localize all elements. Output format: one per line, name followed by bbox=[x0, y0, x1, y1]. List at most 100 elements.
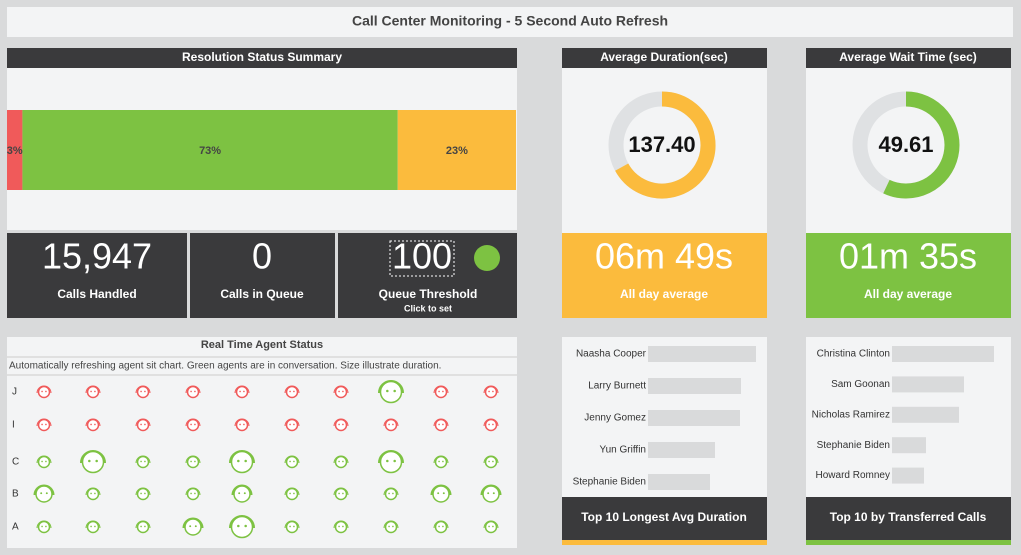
bar bbox=[892, 437, 926, 454]
panel-title: Resolution Status Summary bbox=[182, 50, 342, 64]
agent-name: Jenny Gomez bbox=[584, 413, 646, 424]
agent-headset bbox=[430, 484, 452, 496]
agent-icon bbox=[384, 418, 398, 432]
agent-icon bbox=[136, 385, 150, 399]
agent-headset bbox=[182, 517, 204, 529]
kpi-value[interactable]: 100 bbox=[392, 236, 452, 277]
agent-eye bbox=[244, 459, 247, 463]
agent-name: Naasha Cooper bbox=[576, 349, 647, 360]
status-segment bbox=[7, 110, 23, 190]
agent-eye bbox=[140, 460, 142, 463]
agent-headset bbox=[483, 385, 499, 394]
agent-eye bbox=[492, 525, 494, 528]
agent-eye bbox=[388, 492, 390, 495]
agent-eye bbox=[237, 459, 240, 463]
bar bbox=[648, 442, 715, 458]
agent-eye bbox=[244, 524, 247, 528]
summary-box bbox=[562, 233, 767, 318]
agent-icon bbox=[186, 385, 200, 399]
agent-eye bbox=[140, 390, 142, 393]
agent-headset bbox=[483, 455, 499, 464]
agent-eye bbox=[289, 390, 291, 393]
agent-eye bbox=[293, 423, 295, 426]
kpi-value: 0 bbox=[252, 236, 272, 277]
agent-eye bbox=[289, 525, 291, 528]
agent-eye bbox=[90, 492, 92, 495]
agent-headset bbox=[383, 418, 399, 427]
row-label: J bbox=[12, 387, 17, 398]
agent-eye bbox=[144, 525, 146, 528]
agent-eye bbox=[388, 525, 390, 528]
agent-eye bbox=[190, 460, 192, 463]
accent-strip bbox=[806, 540, 1011, 545]
agent-headset bbox=[333, 385, 349, 394]
agent-headset bbox=[229, 515, 255, 529]
agent-headset bbox=[333, 487, 349, 496]
agent-eye bbox=[95, 459, 98, 463]
bar bbox=[892, 346, 994, 362]
segment-label: 3% bbox=[7, 145, 23, 157]
agent-icon bbox=[136, 520, 150, 534]
agent-eye bbox=[238, 492, 241, 495]
agent-eye bbox=[90, 423, 92, 426]
agent-eye bbox=[438, 525, 440, 528]
kpi-value: 15,947 bbox=[42, 236, 152, 277]
agent-eye bbox=[342, 423, 344, 426]
agent-icon bbox=[434, 385, 448, 399]
agent-icon bbox=[484, 385, 498, 399]
agent-headset bbox=[383, 487, 399, 496]
agent-icon bbox=[86, 520, 100, 534]
ring-center: 137.40 bbox=[628, 132, 695, 157]
agent-subtitle: Automatically refreshing agent sit chart… bbox=[9, 361, 441, 372]
agent-eye bbox=[194, 492, 196, 495]
agent-eye bbox=[243, 492, 246, 495]
summary-box bbox=[806, 233, 1011, 318]
agent-eye bbox=[140, 525, 142, 528]
agent-title: Real Time Agent Status bbox=[201, 339, 323, 351]
agent-eye bbox=[388, 423, 390, 426]
agent-eye bbox=[40, 492, 43, 495]
agent-eye bbox=[194, 525, 197, 528]
agent-headset bbox=[234, 418, 250, 427]
agent-icon bbox=[186, 487, 200, 501]
agent-headset bbox=[36, 385, 52, 394]
bar bbox=[648, 474, 710, 490]
agent-eye bbox=[45, 492, 48, 495]
agent-eye bbox=[239, 390, 241, 393]
agent-icon bbox=[37, 455, 51, 469]
agent-icon bbox=[86, 385, 100, 399]
agent-headset bbox=[333, 520, 349, 529]
agent-headset bbox=[135, 418, 151, 427]
agent-headset bbox=[480, 484, 502, 496]
kpi-note[interactable]: Click to set bbox=[404, 303, 452, 313]
agent-eye bbox=[140, 492, 142, 495]
agent-eye bbox=[190, 390, 192, 393]
agent-eye bbox=[239, 423, 241, 426]
agent-eye bbox=[41, 423, 43, 426]
row-label: B bbox=[12, 489, 19, 500]
agent-eye bbox=[492, 390, 494, 393]
kpi-label: Calls in Queue bbox=[220, 287, 304, 301]
agent-icon bbox=[484, 520, 498, 534]
bar bbox=[892, 467, 924, 484]
agent-eye bbox=[293, 525, 295, 528]
agent-eye bbox=[41, 460, 43, 463]
agent-headset bbox=[433, 455, 449, 464]
accent-strip bbox=[562, 540, 767, 545]
agent-eye bbox=[488, 460, 490, 463]
row-label: I bbox=[12, 420, 15, 431]
agent-eye bbox=[189, 525, 192, 528]
agent-headset bbox=[85, 385, 101, 394]
agent-eye bbox=[338, 423, 340, 426]
ring-value bbox=[883, 91, 960, 199]
agent-eye bbox=[342, 460, 344, 463]
agent-icon bbox=[186, 455, 200, 469]
agent-headset bbox=[85, 520, 101, 529]
agent-eye bbox=[90, 390, 92, 393]
threshold-input[interactable] bbox=[389, 240, 455, 277]
agent-eye bbox=[94, 423, 96, 426]
agent-icon bbox=[86, 487, 100, 501]
agent-eye bbox=[94, 390, 96, 393]
agent-eye bbox=[194, 460, 196, 463]
agent-icon bbox=[136, 487, 150, 501]
